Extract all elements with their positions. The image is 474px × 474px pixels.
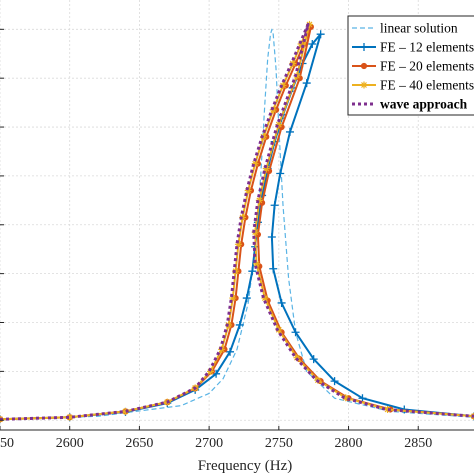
data-point [275,121,283,129]
legend-marker [360,62,368,70]
x-axis-label: Frequency (Hz) [198,458,293,474]
data-point [269,264,278,273]
data-point [251,160,259,168]
data-point [285,127,294,136]
series-line-wave-approach [0,22,474,421]
legend-label: linear solution [380,21,458,36]
x-tick-label: 2550 [0,436,14,451]
data-point [262,165,270,173]
data-point [342,394,350,402]
x-tick-label: 2700 [195,436,223,451]
data-point [277,298,286,307]
x-ticks: 2550 2600 2650 2700 2750 2800 2850 [0,426,432,451]
data-point [226,347,235,356]
data-point [242,294,251,303]
x-tick-label: 2600 [56,436,84,451]
axes: 2550 2600 2650 2700 2750 2800 2850 Frequency (… [0,28,474,474]
data-point [308,39,317,48]
legend-label: wave approach [380,97,468,112]
legend-item: wave approach [352,97,468,112]
data-point [235,320,244,329]
data-point [358,394,367,403]
series-line-linear-solution [0,28,474,420]
x-tick-label: 2800 [335,436,363,451]
x-tick-label: 2650 [125,436,153,451]
x-tick-label: 2750 [265,436,293,451]
data-point [255,196,263,204]
y-ticks [0,28,4,421]
data-point [66,413,74,421]
data-point [267,232,276,241]
legend-marker [360,43,368,51]
data-point [276,169,285,178]
legend-marker [360,81,368,89]
data-point [270,201,279,210]
data-point [244,187,252,195]
series-linear-solution [0,28,474,420]
legend-item: linear solution [352,21,458,36]
data-point [330,377,339,386]
data-point [309,355,318,364]
x-tick-label: 2850 [404,436,432,451]
legend-item: FE – 40 elements [352,78,474,93]
data-point [121,407,129,415]
series-wave-approach [0,22,474,421]
legend: linear solution FE – 12 elements FE – 20 e… [347,15,474,116]
data-point [229,294,237,302]
legend-label: FE – 20 elements [380,59,474,74]
data-point [253,218,262,227]
legend-item: FE – 20 elements [352,59,474,74]
data-point [291,328,300,337]
data-point [248,267,257,276]
data-point [384,405,392,413]
data-point [253,260,261,268]
legend-label: FE – 40 elements [380,78,474,93]
series-group [0,20,474,424]
legend-items: linear solution FE – 12 elements FE – 20 e… [352,21,474,112]
data-point [234,240,242,248]
data-point [316,30,325,39]
legend-label: FE – 12 elements [380,40,474,55]
data-point [302,79,311,88]
legend-item: FE – 12 elements [352,40,474,55]
data-point [261,294,269,302]
